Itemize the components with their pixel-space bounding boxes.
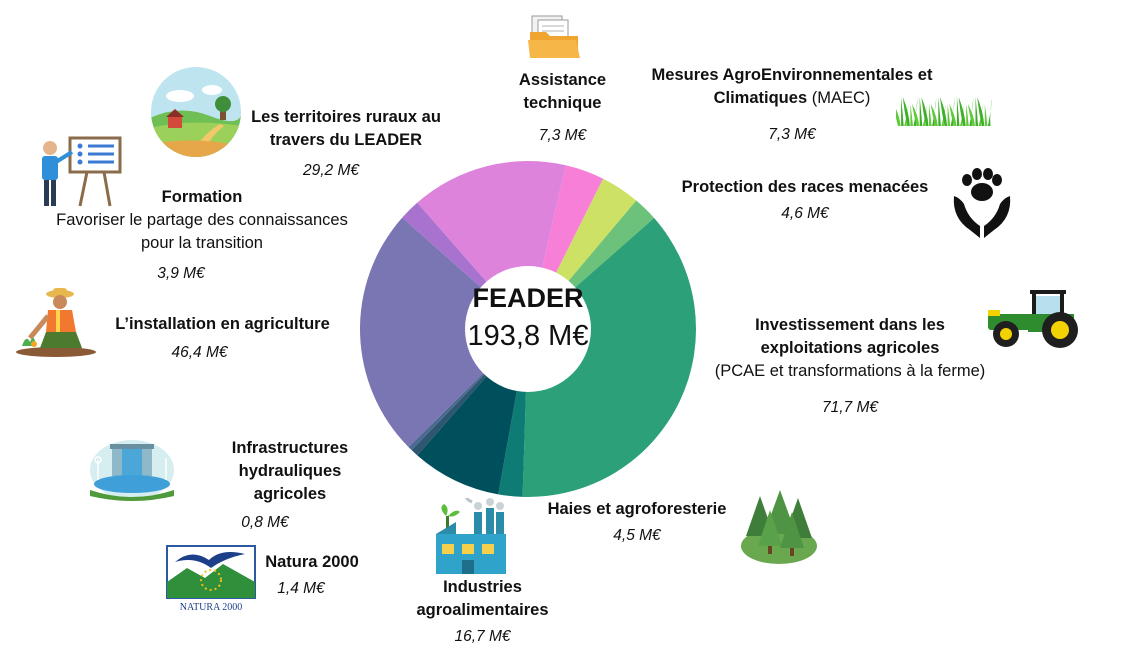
- label-races-name: Protection des races menacées: [681, 178, 929, 196]
- label-hydrauliques-value: 0,8 M€: [241, 514, 289, 531]
- label-maec: Mesures AgroEnvironnementales et Climati…: [632, 64, 952, 144]
- label-maec-suffix: (MAEC): [811, 89, 871, 107]
- label-haies-name: Haies et agroforesterie: [547, 500, 727, 518]
- label-maec-value: 7,3 M€: [768, 126, 816, 143]
- center-title: FEADER: [472, 283, 584, 313]
- label-industries: Industries agroalimentaires 16,7 M€: [395, 576, 570, 646]
- grass-blade: [932, 97, 937, 126]
- label-hydrauliques: Infrastructures hydrauliques agricoles 0…: [180, 437, 400, 532]
- label-investissement: Investissement dans les exploitations ag…: [700, 314, 1000, 417]
- label-maec-title: Mesures AgroEnvironnementales et Climati…: [632, 64, 952, 110]
- rural-landscape-icon: [151, 67, 241, 157]
- label-formation-value: 3,9 M€: [157, 265, 205, 282]
- grass-blade: [929, 104, 932, 126]
- grass-blade: [977, 97, 985, 126]
- grass-blade: [896, 109, 901, 126]
- forest-trees-icon: [741, 490, 817, 564]
- label-assistance-name: Assistance technique: [518, 71, 607, 112]
- label-hydrauliques-name: Infrastructures hydrauliques agricoles: [231, 439, 349, 503]
- grass-blade: [969, 97, 974, 126]
- center-total-value: 193,8 M€: [467, 320, 589, 352]
- donut-slice-maec: [555, 178, 637, 282]
- label-assistance: Assistance technique 7,3 M€: [505, 69, 620, 145]
- donut-slice-industries: [417, 375, 518, 495]
- grass-blade: [978, 104, 984, 126]
- donut-slice-formation: [402, 202, 488, 288]
- label-leader-value: 29,2 M€: [302, 162, 359, 179]
- label-haies: Haies et agroforesterie 4,5 M€: [532, 498, 742, 545]
- grass-blade: [904, 104, 909, 126]
- grass-blade: [967, 104, 975, 126]
- grass-blade: [987, 99, 992, 126]
- natura-2000-logo-icon: NATURA 2000: [166, 545, 256, 613]
- grass-blade: [984, 104, 988, 126]
- grass-blade: [901, 97, 904, 126]
- donut-slices: [359, 161, 696, 497]
- grass-blade: [912, 104, 920, 126]
- folder-documents-icon: [528, 15, 580, 58]
- label-formation-name: Formation: [161, 188, 243, 206]
- label-natura-name: Natura 2000: [265, 553, 359, 571]
- donut-slice-natura: [411, 373, 488, 456]
- label-formation: Formation Favoriser le partage des conna…: [42, 186, 362, 283]
- label-maec-name: Mesures AgroEnvironnementales et Climati…: [651, 66, 933, 107]
- grass-blade: [941, 104, 946, 126]
- paw-hands-icon: [953, 168, 1011, 238]
- donut-slice-leader: [417, 161, 566, 283]
- grass-blade: [956, 97, 960, 126]
- label-installation-name: L’installation en agriculture: [115, 315, 330, 333]
- factory-icon: [436, 498, 506, 574]
- donut-slice-investissement: [522, 218, 696, 497]
- grass-blade: [966, 104, 969, 126]
- grass-blade: [975, 97, 979, 126]
- grass-blade: [940, 97, 948, 126]
- grass-blade: [938, 97, 941, 126]
- donut-slice-haies: [498, 390, 526, 497]
- donut-slice-installation: [359, 217, 484, 448]
- label-installation-value: 46,4 M€: [171, 344, 228, 361]
- label-industries-name: Industries agroalimentaires: [416, 578, 549, 619]
- label-assistance-value: 7,3 M€: [538, 127, 587, 144]
- label-leader-name: Les territoires ruraux au travers du LEA…: [251, 108, 441, 149]
- label-formation-subtitle: Favoriser le partage des connaissances p…: [56, 211, 348, 252]
- label-leader: Les territoires ruraux au travers du LEA…: [246, 106, 446, 180]
- grass-icon: [896, 97, 992, 126]
- dam-water-icon: [90, 440, 174, 501]
- label-natura: Natura 2000 1,4 M€: [252, 551, 372, 598]
- donut-slice-hydrauliques: [408, 372, 486, 451]
- grass-blade: [930, 104, 938, 126]
- label-installation: L’installation en agriculture 46,4 M€: [100, 313, 345, 362]
- grass-blade: [950, 97, 956, 126]
- grass-blade: [960, 104, 965, 126]
- label-industries-value: 16,7 M€: [454, 628, 511, 645]
- grass-blade: [958, 97, 966, 126]
- label-races-value: 4,6 M€: [781, 205, 829, 222]
- teacher-whiteboard-icon: [42, 136, 122, 207]
- grass-blade: [913, 97, 918, 126]
- grass-blade: [949, 104, 957, 126]
- grass-blade: [910, 104, 913, 126]
- donut-slice-assistance: [541, 165, 604, 274]
- farmer-planting-icon: [16, 288, 96, 357]
- grass-blade: [922, 104, 928, 126]
- grass-blade: [921, 97, 929, 126]
- label-haies-value: 4,5 M€: [613, 527, 661, 544]
- grass-blade: [947, 104, 951, 126]
- tractor-icon: [988, 290, 1078, 348]
- label-investissement-name: Investissement dans les exploitations ag…: [755, 316, 945, 357]
- label-races: Protection des races menacées 4,6 M€: [660, 176, 950, 223]
- grass-blade: [902, 97, 910, 126]
- label-investissement-value: 71,7 M€: [821, 399, 878, 416]
- label-natura-value: 1,4 M€: [277, 580, 325, 597]
- donut-hole: [465, 266, 591, 392]
- natura-logo-text: NATURA 2000: [180, 602, 243, 613]
- label-investissement-subtitle: (PCAE et transformations à la ferme): [714, 362, 986, 380]
- grass-blade: [919, 97, 923, 126]
- donut-slice-races: [567, 200, 655, 289]
